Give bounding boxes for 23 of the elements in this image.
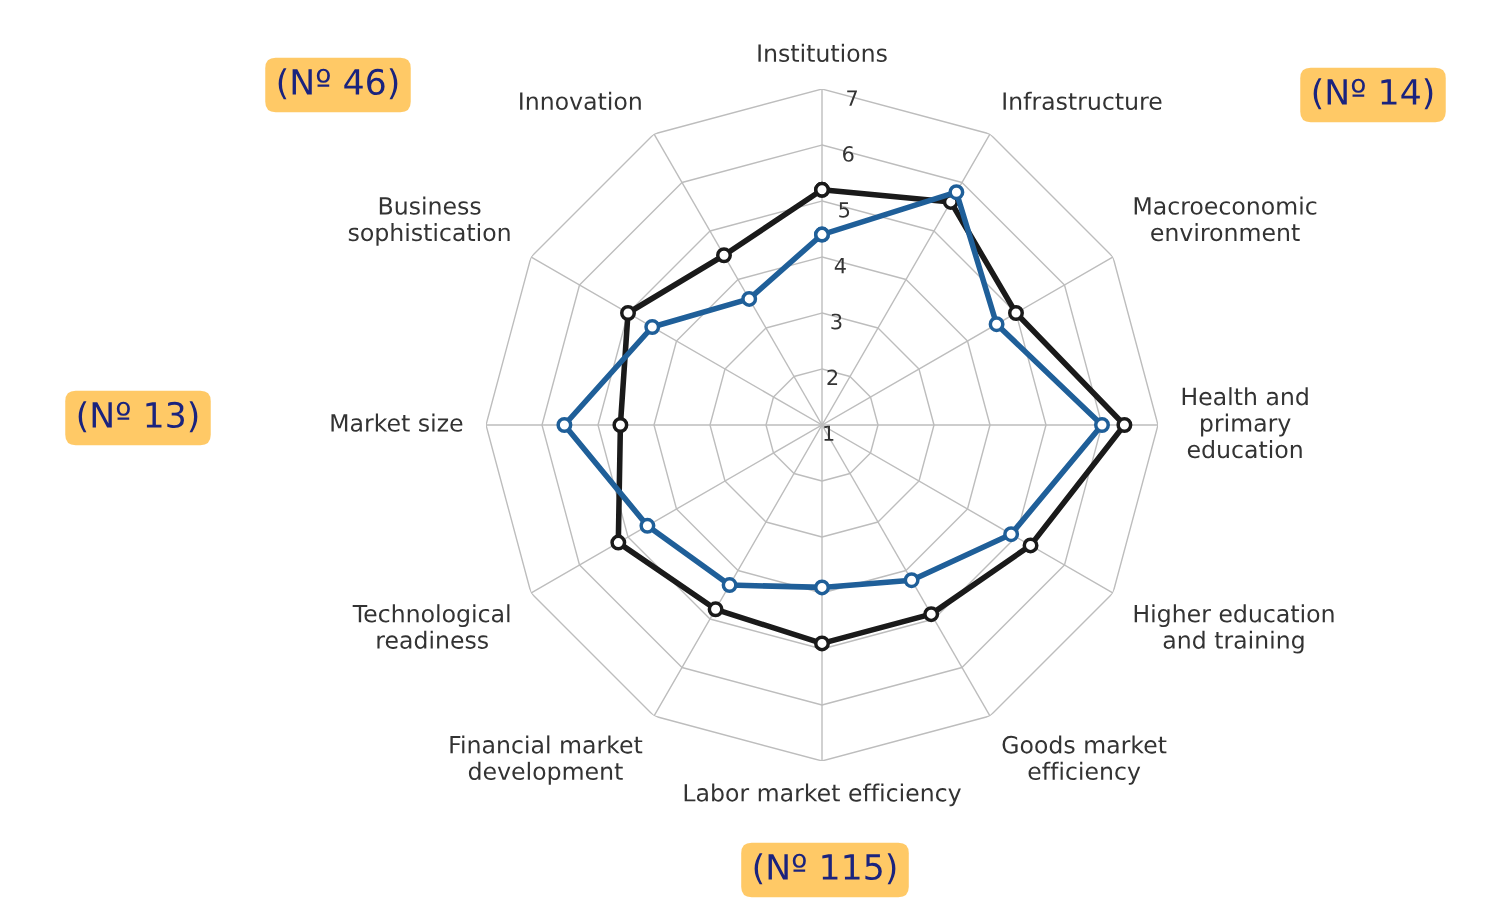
spoke-label: Innovation: [520, 91, 641, 111]
text: (Nº 46): [278, 68, 398, 100]
spoke-label: Business sophistication: [348, 196, 510, 246]
y-tick-label: 6: [843, 146, 854, 162]
y-tick-label: 2: [827, 369, 838, 385]
spoke-label: Infrastructure: [1003, 91, 1162, 111]
spoke-label: Financial market development: [450, 735, 643, 785]
y-tick-label: 5: [839, 202, 850, 218]
y-tick-label: 4: [834, 258, 846, 274]
spoke-label: Macroeconomic environment: [1134, 196, 1317, 242]
spoke-label: Institutions: [758, 43, 887, 63]
spoke-label: Higher education and training: [1134, 604, 1334, 654]
y-tick-label: 1: [824, 425, 834, 441]
spoke-label: Technological readiness: [352, 604, 510, 649]
spoke-label: Market size: [331, 413, 463, 432]
y-tick-label: 3: [831, 313, 842, 330]
y-tick-label: 7: [847, 90, 857, 106]
text: (Nº 14): [1313, 78, 1433, 110]
spoke-label: Goods market efficiency: [1002, 735, 1167, 785]
text: (Nº 115): [754, 853, 896, 885]
spoke-label: Labor market efficiency: [684, 783, 961, 807]
spoke-label: Health and primary education: [1182, 387, 1308, 459]
text: (Nº 13): [78, 401, 198, 433]
